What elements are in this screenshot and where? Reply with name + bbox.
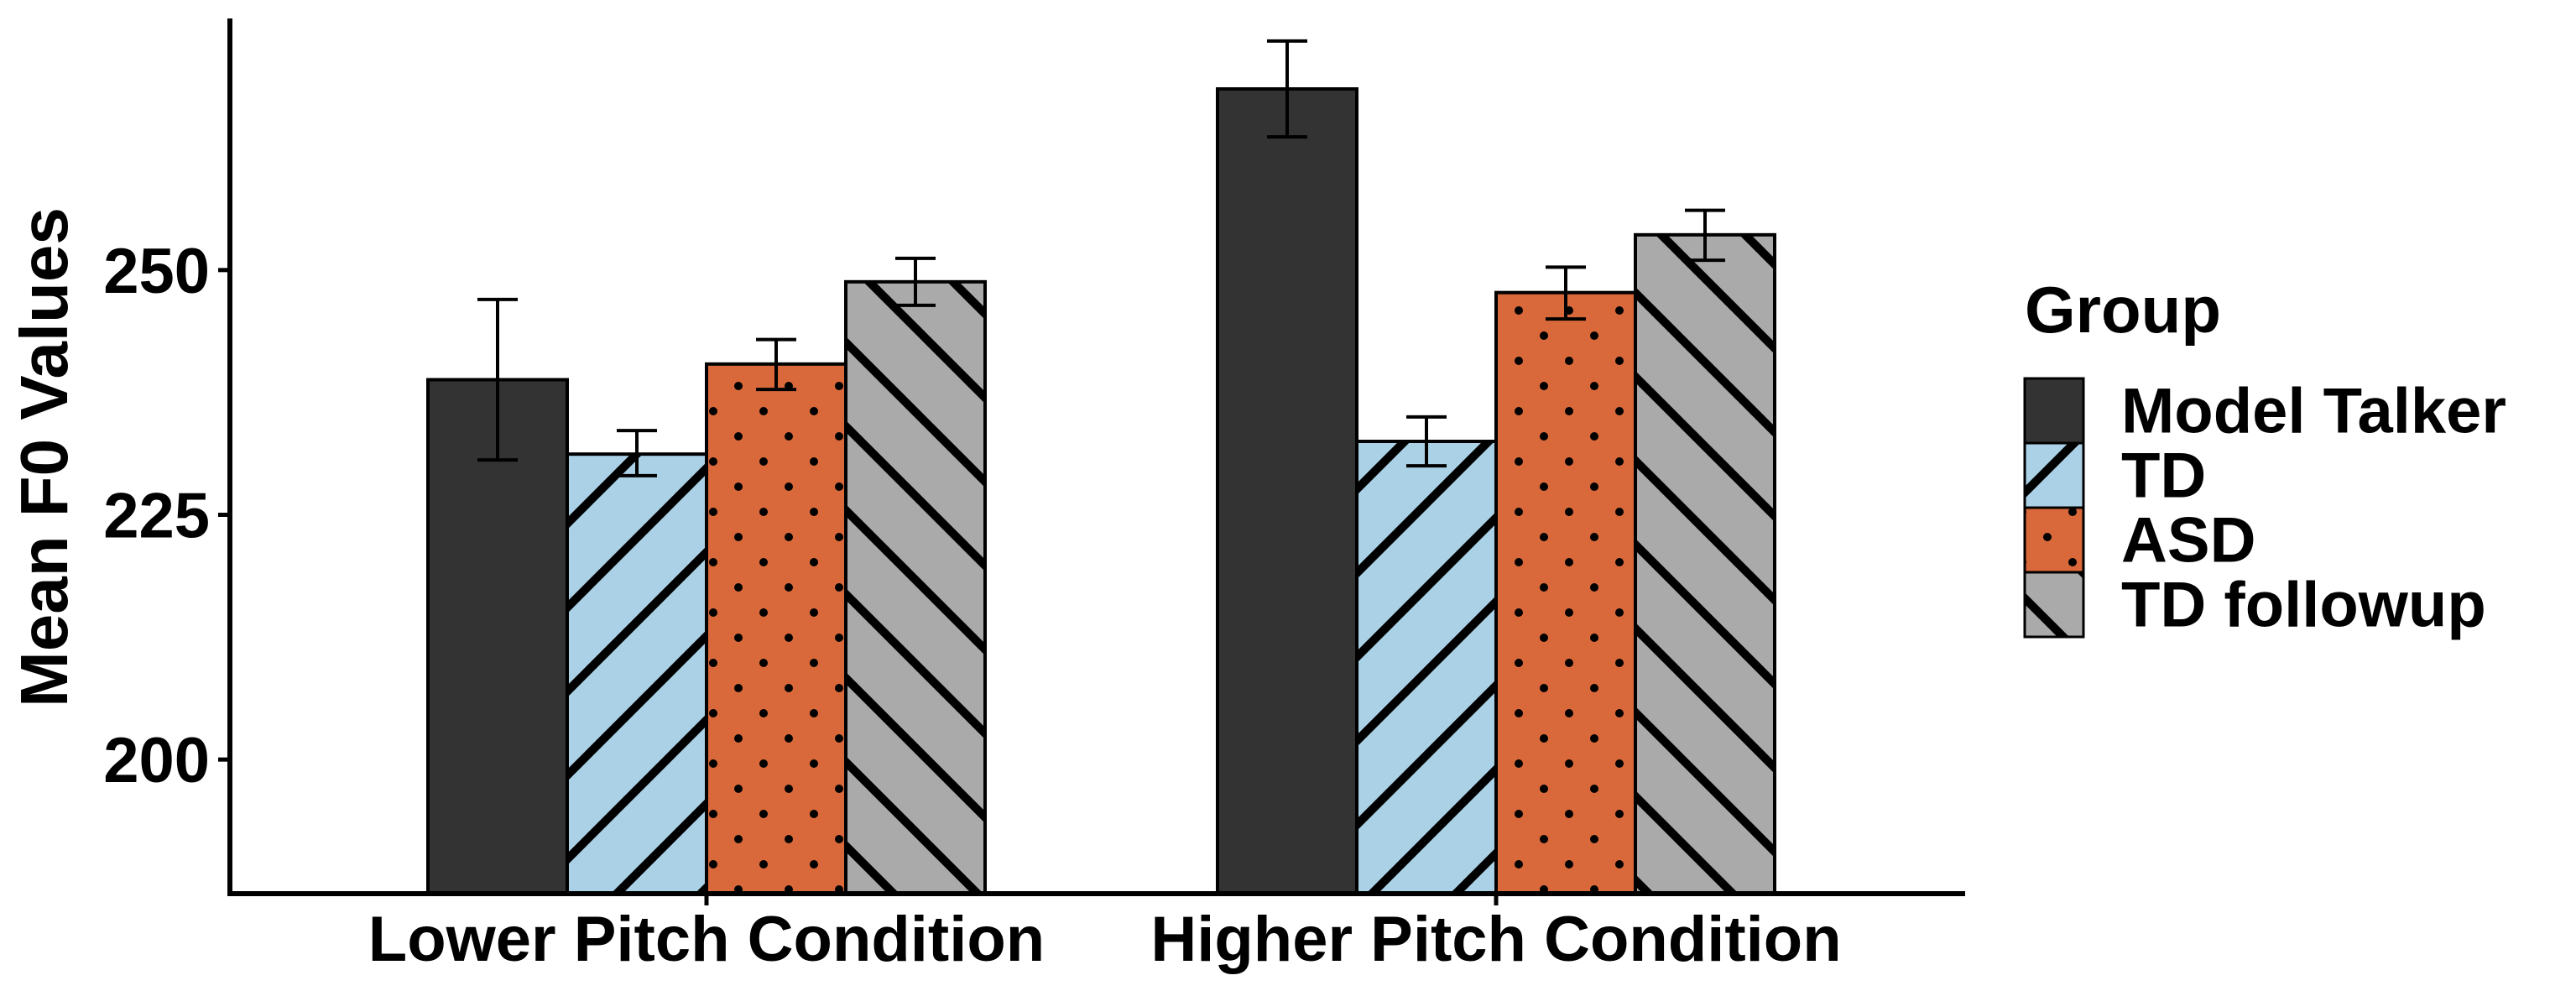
bar-model-talker-lower-pitch-condition bbox=[426, 378, 569, 895]
error-bar-asd-higher-pitch-condition bbox=[1546, 265, 1586, 321]
bar-model-talker-higher-pitch-condition bbox=[1216, 87, 1358, 895]
x-ticks: Lower Pitch Condition Higher Pitch Condit… bbox=[368, 894, 1842, 975]
legend-title: Group bbox=[2025, 273, 2221, 347]
error-bar-model-talker-lower-pitch-condition bbox=[477, 297, 518, 462]
bar-td-followup-lower-pitch-condition bbox=[844, 279, 987, 896]
error-bar-td-followup-higher-pitch-condition bbox=[1685, 208, 1725, 263]
x-tick-label: Lower Pitch Condition bbox=[368, 904, 1045, 975]
bars-layer bbox=[426, 87, 1776, 896]
x-tick-label: Higher Pitch Condition bbox=[1150, 904, 1841, 975]
y-ticks: 200 225 250 bbox=[103, 236, 230, 796]
legend-key-td-followup bbox=[2023, 571, 2085, 639]
error-bar-td-lower-pitch-condition bbox=[617, 429, 657, 477]
legend-label: Model Talker bbox=[2121, 376, 2506, 447]
bar-td-lower-pitch-condition bbox=[566, 452, 708, 895]
y-tick-label: 250 bbox=[103, 236, 210, 307]
error-bar-td-higher-pitch-condition bbox=[1406, 415, 1447, 468]
legend-label: ASD bbox=[2121, 505, 2255, 576]
error-bar-model-talker-higher-pitch-condition bbox=[1267, 39, 1307, 139]
y-tick-label: 200 bbox=[103, 725, 210, 796]
error-bar-td-followup-lower-pitch-condition bbox=[895, 256, 936, 307]
legend-item-asd: ASD bbox=[2023, 505, 2255, 576]
bar-td-higher-pitch-condition bbox=[1355, 440, 1498, 895]
bar-td-followup-higher-pitch-condition bbox=[1634, 232, 1776, 896]
legend-item-model-talker: Model Talker bbox=[2023, 376, 2506, 447]
axes bbox=[227, 18, 1965, 896]
legend-label: TD bbox=[2121, 441, 2206, 512]
legend-key-asd bbox=[2023, 506, 2085, 574]
legend-label: TD followup bbox=[2121, 570, 2486, 641]
error-bars-layer bbox=[477, 39, 1725, 477]
legend-item-td: TD bbox=[2023, 441, 2206, 512]
legend-item-td-followup: TD followup bbox=[2023, 570, 2486, 641]
error-bar-asd-lower-pitch-condition bbox=[756, 337, 796, 392]
y-axis-label: Mean F0 Values bbox=[7, 207, 81, 707]
legend-key-td bbox=[2023, 441, 2085, 509]
y-tick-label: 225 bbox=[103, 481, 210, 552]
legend-key-model-talker bbox=[2023, 377, 2085, 445]
bar-asd-lower-pitch-condition bbox=[705, 362, 847, 896]
bar-asd-higher-pitch-condition bbox=[1494, 290, 1637, 895]
